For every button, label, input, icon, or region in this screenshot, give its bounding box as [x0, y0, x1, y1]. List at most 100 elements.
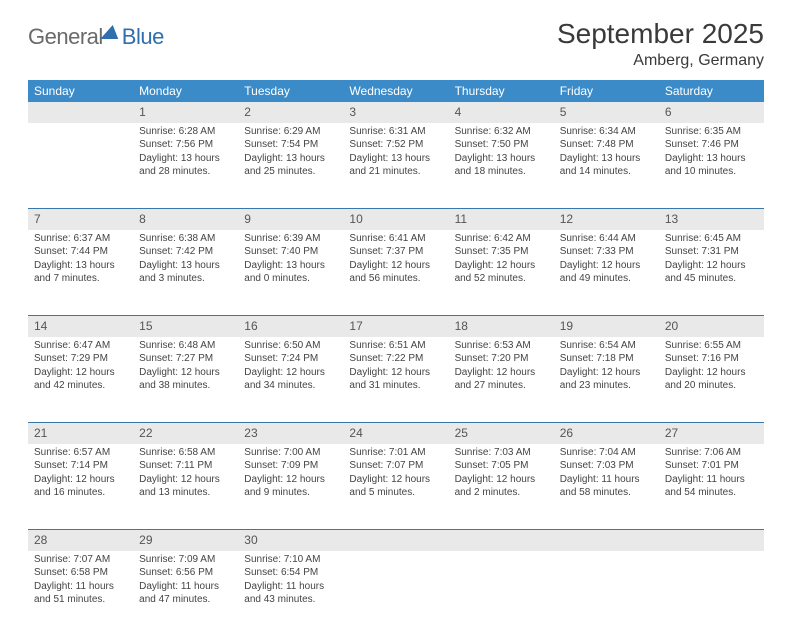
sunrise-line: Sunrise: 7:04 AM [560, 446, 653, 460]
daylight-line: Daylight: 11 hours and 51 minutes. [34, 580, 127, 607]
daylight-line: Daylight: 13 hours and 7 minutes. [34, 259, 127, 286]
day-cell: Sunrise: 7:00 AMSunset: 7:09 PMDaylight:… [238, 444, 343, 530]
day-details: Sunrise: 6:38 AMSunset: 7:42 PMDaylight:… [139, 230, 232, 286]
sunset-line: Sunset: 7:33 PM [560, 245, 653, 259]
day-number: 12 [560, 212, 573, 226]
day-number: 28 [34, 533, 47, 547]
day-details: Sunrise: 6:48 AMSunset: 7:27 PMDaylight:… [139, 337, 232, 393]
header: General Blue September 2025 Amberg, Germ… [28, 18, 764, 70]
day-cell: Sunrise: 7:01 AMSunset: 7:07 PMDaylight:… [343, 444, 448, 530]
sunset-line: Sunset: 7:24 PM [244, 352, 337, 366]
day-number: 3 [349, 105, 356, 119]
day-cell: Sunrise: 6:38 AMSunset: 7:42 PMDaylight:… [133, 230, 238, 316]
daynum-cell: 14 [28, 316, 133, 337]
sunrise-line: Sunrise: 6:53 AM [455, 339, 548, 353]
daylight-line: Daylight: 13 hours and 28 minutes. [139, 152, 232, 179]
daylight-line: Daylight: 11 hours and 43 minutes. [244, 580, 337, 607]
day-cell: Sunrise: 6:58 AMSunset: 7:11 PMDaylight:… [133, 444, 238, 530]
day-cell: Sunrise: 6:44 AMSunset: 7:33 PMDaylight:… [554, 230, 659, 316]
day-cell: Sunrise: 7:04 AMSunset: 7:03 PMDaylight:… [554, 444, 659, 530]
weekday-header: Tuesday [238, 80, 343, 102]
day-details: Sunrise: 6:47 AMSunset: 7:29 PMDaylight:… [34, 337, 127, 393]
day-cell [28, 123, 133, 209]
daylight-line: Daylight: 12 hours and 23 minutes. [560, 366, 653, 393]
day-number: 20 [665, 319, 678, 333]
day-details: Sunrise: 7:03 AMSunset: 7:05 PMDaylight:… [455, 444, 548, 500]
daynum-cell: 30 [238, 530, 343, 551]
daynum-cell: 11 [449, 209, 554, 230]
sunset-line: Sunset: 7:52 PM [349, 138, 442, 152]
day-details: Sunrise: 7:00 AMSunset: 7:09 PMDaylight:… [244, 444, 337, 500]
day-details: Sunrise: 7:07 AMSunset: 6:58 PMDaylight:… [34, 551, 127, 607]
day-details: Sunrise: 6:31 AMSunset: 7:52 PMDaylight:… [349, 123, 442, 179]
calendar-table: SundayMondayTuesdayWednesdayThursdayFrid… [28, 80, 764, 637]
day-cell: Sunrise: 6:51 AMSunset: 7:22 PMDaylight:… [343, 337, 448, 423]
daylight-line: Daylight: 12 hours and 34 minutes. [244, 366, 337, 393]
sunset-line: Sunset: 7:03 PM [560, 459, 653, 473]
sunrise-line: Sunrise: 6:45 AM [665, 232, 758, 246]
sunrise-line: Sunrise: 6:41 AM [349, 232, 442, 246]
day-cell: Sunrise: 6:50 AMSunset: 7:24 PMDaylight:… [238, 337, 343, 423]
day-details: Sunrise: 6:44 AMSunset: 7:33 PMDaylight:… [560, 230, 653, 286]
weekday-header: Sunday [28, 80, 133, 102]
day-cell [449, 551, 554, 637]
sunset-line: Sunset: 7:40 PM [244, 245, 337, 259]
daynum-row: 78910111213 [28, 209, 764, 230]
day-number: 1 [139, 105, 146, 119]
day-number: 7 [34, 212, 41, 226]
daynum-cell: 7 [28, 209, 133, 230]
day-cell: Sunrise: 7:06 AMSunset: 7:01 PMDaylight:… [659, 444, 764, 530]
content-row: Sunrise: 7:07 AMSunset: 6:58 PMDaylight:… [28, 551, 764, 637]
weekday-header-row: SundayMondayTuesdayWednesdayThursdayFrid… [28, 80, 764, 102]
daylight-line: Daylight: 11 hours and 54 minutes. [665, 473, 758, 500]
sunset-line: Sunset: 6:56 PM [139, 566, 232, 580]
day-number: 10 [349, 212, 362, 226]
sunrise-line: Sunrise: 7:07 AM [34, 553, 127, 567]
day-details: Sunrise: 6:32 AMSunset: 7:50 PMDaylight:… [455, 123, 548, 179]
weekday-header: Monday [133, 80, 238, 102]
daylight-line: Daylight: 12 hours and 49 minutes. [560, 259, 653, 286]
day-details: Sunrise: 6:42 AMSunset: 7:35 PMDaylight:… [455, 230, 548, 286]
sunset-line: Sunset: 7:46 PM [665, 138, 758, 152]
location-label: Amberg, Germany [557, 52, 764, 70]
sunrise-line: Sunrise: 6:32 AM [455, 125, 548, 139]
sunrise-line: Sunrise: 6:54 AM [560, 339, 653, 353]
sunset-line: Sunset: 7:31 PM [665, 245, 758, 259]
day-number: 16 [244, 319, 257, 333]
day-number: 19 [560, 319, 573, 333]
daylight-line: Daylight: 12 hours and 9 minutes. [244, 473, 337, 500]
daylight-line: Daylight: 12 hours and 38 minutes. [139, 366, 232, 393]
sunrise-line: Sunrise: 7:03 AM [455, 446, 548, 460]
day-number: 26 [560, 426, 573, 440]
daynum-cell: 27 [659, 423, 764, 444]
day-number: 4 [455, 105, 462, 119]
day-details: Sunrise: 6:53 AMSunset: 7:20 PMDaylight:… [455, 337, 548, 393]
sunrise-line: Sunrise: 6:58 AM [139, 446, 232, 460]
day-number: 15 [139, 319, 152, 333]
day-details: Sunrise: 6:54 AMSunset: 7:18 PMDaylight:… [560, 337, 653, 393]
day-cell: Sunrise: 6:31 AMSunset: 7:52 PMDaylight:… [343, 123, 448, 209]
sunrise-line: Sunrise: 7:00 AM [244, 446, 337, 460]
day-cell: Sunrise: 7:10 AMSunset: 6:54 PMDaylight:… [238, 551, 343, 637]
sunrise-line: Sunrise: 7:01 AM [349, 446, 442, 460]
daylight-line: Daylight: 12 hours and 16 minutes. [34, 473, 127, 500]
day-cell: Sunrise: 6:35 AMSunset: 7:46 PMDaylight:… [659, 123, 764, 209]
sunrise-line: Sunrise: 7:06 AM [665, 446, 758, 460]
day-details: Sunrise: 6:55 AMSunset: 7:16 PMDaylight:… [665, 337, 758, 393]
daylight-line: Daylight: 12 hours and 13 minutes. [139, 473, 232, 500]
daynum-row: 28 29 30 [28, 530, 764, 551]
daylight-line: Daylight: 11 hours and 47 minutes. [139, 580, 232, 607]
sunset-line: Sunset: 7:42 PM [139, 245, 232, 259]
sunrise-line: Sunrise: 6:35 AM [665, 125, 758, 139]
day-number: 29 [139, 533, 152, 547]
day-number: 24 [349, 426, 362, 440]
day-cell [659, 551, 764, 637]
day-cell: Sunrise: 6:54 AMSunset: 7:18 PMDaylight:… [554, 337, 659, 423]
sunset-line: Sunset: 7:01 PM [665, 459, 758, 473]
day-number: 8 [139, 212, 146, 226]
daylight-line: Daylight: 13 hours and 14 minutes. [560, 152, 653, 179]
logo-triangle-icon [100, 25, 121, 39]
day-details: Sunrise: 7:06 AMSunset: 7:01 PMDaylight:… [665, 444, 758, 500]
day-number: 11 [455, 212, 467, 226]
daynum-cell: 6 [659, 102, 764, 123]
